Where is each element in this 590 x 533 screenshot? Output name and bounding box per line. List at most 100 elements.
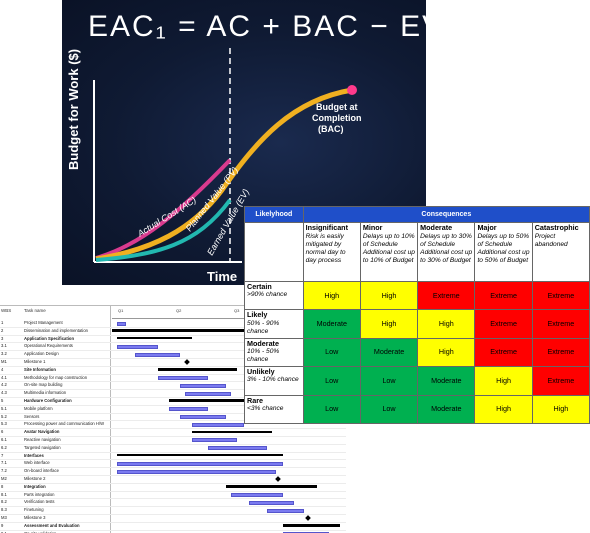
gantt-task-row[interactable]: 4.2 On-site map building xyxy=(0,382,346,391)
task-id: 8 xyxy=(1,483,4,489)
summary-bar[interactable] xyxy=(157,368,238,371)
gantt-task-row[interactable]: 7.1 Web interface xyxy=(0,460,346,469)
gantt-task-row[interactable]: 9 Assessment and Evaluation xyxy=(0,523,346,531)
summary-bar[interactable] xyxy=(191,430,272,434)
consequence-column-header: Moderate Delays up to 30% of Schedule Add… xyxy=(417,222,476,283)
gantt-task-row[interactable]: 7.2 On-board interface xyxy=(0,468,346,476)
gantt-task-row[interactable]: 6 Avatar Navigation xyxy=(0,429,346,437)
task-bar[interactable] xyxy=(116,344,158,349)
task-id: 7 xyxy=(1,452,4,458)
task-name: Project Management xyxy=(24,320,63,325)
risk-level-cell: Low xyxy=(302,394,361,425)
task-name: Avatar Navigation xyxy=(24,429,60,435)
task-id: 3 xyxy=(1,335,4,341)
quarter-label: Q1 xyxy=(118,308,124,313)
risk-level-cell: Extreme xyxy=(531,337,590,368)
evm-chart: Budget for Work ($) Time Actual Cost (AC… xyxy=(66,48,362,284)
milestone-diamond[interactable] xyxy=(305,515,311,522)
task-bar[interactable] xyxy=(157,376,208,381)
task-id: M1 xyxy=(1,358,7,364)
task-id: 9 xyxy=(1,522,4,528)
gantt-task-row[interactable]: 3 Application Specification xyxy=(0,336,346,344)
task-name: Reactive navigation xyxy=(24,436,61,442)
gantt-task-row[interactable]: M3 Milestone 3 xyxy=(0,515,346,523)
gantt-task-row[interactable]: 8 Integration xyxy=(0,484,346,492)
risk-level-cell: Extreme xyxy=(531,309,590,339)
gantt-task-row[interactable]: 5 Hardware Configuration xyxy=(0,398,346,406)
summary-bar[interactable] xyxy=(112,329,340,332)
milestone-diamond[interactable] xyxy=(184,359,191,366)
likelihood-title: Moderate xyxy=(247,338,279,348)
likelihood-row-header: Likely 50% - 90% chance xyxy=(244,309,304,339)
summary-bar[interactable] xyxy=(169,399,249,402)
likelihood-row-header: Unlikely 3% - 10% chance xyxy=(244,366,304,396)
risk-level-cell: Extreme xyxy=(531,366,590,396)
task-bar[interactable] xyxy=(116,461,283,466)
risk-level-cell: Low xyxy=(359,394,419,425)
consequence-title: Minor xyxy=(362,223,383,233)
gantt-task-row[interactable]: 5.1 Mobile platform xyxy=(0,406,346,414)
task-bar[interactable] xyxy=(169,407,208,412)
task-id: 6 xyxy=(1,429,4,435)
gantt-task-row[interactable]: 7 Interfaces xyxy=(0,453,346,461)
task-bar[interactable] xyxy=(116,321,126,326)
task-id: M2 xyxy=(1,475,7,481)
task-id: 2 xyxy=(1,327,4,333)
gantt-task-row[interactable]: M1 Milestone 1 xyxy=(0,359,346,367)
summary-bar[interactable] xyxy=(116,337,192,340)
gantt-task-row[interactable]: 4.3 Multimedia information xyxy=(0,390,346,398)
likelihood-row: Rare <3% chance Low Low Moderate High High xyxy=(244,394,590,425)
task-bar[interactable] xyxy=(230,493,283,498)
summary-bar[interactable] xyxy=(226,485,318,488)
likelihood-title: Rare xyxy=(247,395,263,405)
summary-bar[interactable] xyxy=(283,524,340,527)
gantt-task-row[interactable]: 8.2 Verification tests xyxy=(0,499,346,508)
task-id: 5 xyxy=(1,397,4,403)
task-name: Verification tests xyxy=(24,499,55,505)
gantt-task-row[interactable]: 6.1 Reactive navigation xyxy=(0,437,346,445)
task-name: On-site map building xyxy=(24,382,63,388)
gantt-task-row[interactable]: 1 Project Management xyxy=(0,320,346,328)
task-bar[interactable] xyxy=(248,500,295,505)
task-bar[interactable] xyxy=(184,391,231,396)
task-bar[interactable] xyxy=(134,352,181,357)
gantt-task-row[interactable]: 4 Site Information xyxy=(0,367,346,375)
risk-level-cell: Low xyxy=(302,366,361,396)
task-bar[interactable] xyxy=(116,469,277,474)
task-name: Processing power and communication H/W xyxy=(24,421,105,427)
task-name: Hardware Configuration xyxy=(24,397,72,403)
consequence-description: Delays up to 30% of Schedule Additional … xyxy=(420,232,473,264)
task-bar[interactable] xyxy=(191,438,238,443)
task-bar[interactable] xyxy=(191,422,245,427)
task-id: M3 xyxy=(1,514,7,520)
empty-corner xyxy=(244,222,304,283)
risk-level-cell: High xyxy=(417,309,476,339)
likelihood-row: Moderate 10% - 50% chance Low Moderate High E… xyxy=(244,337,590,368)
likelihood-title: Unlikely xyxy=(247,367,275,377)
task-bar[interactable] xyxy=(207,446,268,451)
gantt-task-row[interactable]: 5.3 Processing power and communication H/… xyxy=(0,421,346,430)
gantt-task-row[interactable]: 2 Dissemination and implementation xyxy=(0,328,346,336)
milestone-diamond[interactable] xyxy=(275,476,282,483)
gantt-task-row[interactable]: M2 Milestone 2 xyxy=(0,476,346,484)
task-bar[interactable] xyxy=(180,383,226,388)
task-bar[interactable] xyxy=(180,415,226,420)
gantt-task-row[interactable]: 5.2 Sensors xyxy=(0,414,346,422)
gantt-task-row[interactable]: 8.3 Finetuning xyxy=(0,507,346,515)
gantt-task-row[interactable]: 3.1 Operational Requirements xyxy=(0,343,346,352)
task-name: Application Specification xyxy=(24,335,75,341)
task-name: Integration xyxy=(24,483,46,489)
risk-level-cell: High xyxy=(531,394,590,425)
likelihood-row-header: Moderate 10% - 50% chance xyxy=(244,337,304,368)
task-id: 3.1 xyxy=(1,343,7,349)
gantt-task-row[interactable]: 8.1 Parts integration xyxy=(0,492,346,500)
gantt-task-row[interactable]: 3.2 Application Design xyxy=(0,351,346,359)
task-bar[interactable] xyxy=(267,508,304,513)
gantt-task-row[interactable]: 4.1 Methodology for map construction xyxy=(0,375,346,383)
summary-bar[interactable] xyxy=(116,454,283,457)
gantt-task-row[interactable]: 6.2 Targeted navigation xyxy=(0,445,346,453)
risk-level-cell: High xyxy=(359,309,419,339)
task-name: On-board interface xyxy=(24,468,59,474)
gantt-col-id-header: WBS xyxy=(1,308,12,313)
risk-level-cell: Extreme xyxy=(474,281,533,311)
